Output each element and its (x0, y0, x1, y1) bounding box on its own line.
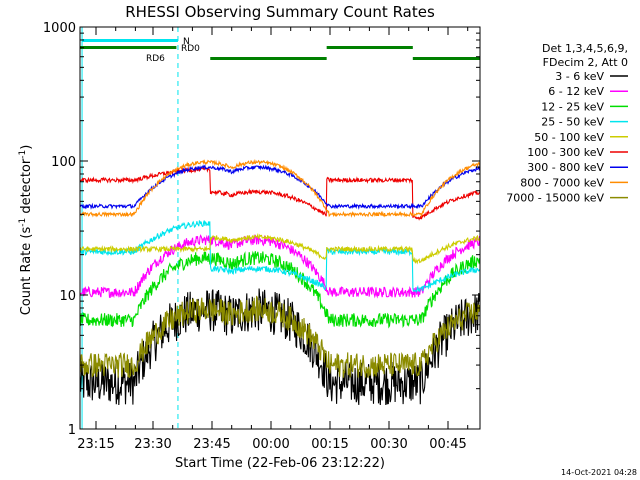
legend-label: 50 - 100 keV (534, 131, 604, 144)
legend-label: 25 - 50 keV (541, 116, 604, 129)
rd6-flag-label: RD6 (146, 54, 165, 64)
y-tick-label: 100 (51, 155, 76, 170)
series-line-100-300-kev (80, 166, 480, 221)
legend-header-line: FDecim 2, Att 0 (543, 56, 628, 69)
chart-title: RHESSI Observing Summary Count Rates (125, 3, 435, 21)
series-group (80, 158, 480, 406)
series-line-12-25-kev (80, 250, 480, 329)
plot-frame (79, 26, 481, 430)
x-tick-label: 00:30 (370, 437, 407, 452)
y-axis-label: Count Rate (s-1 detector-1) (18, 145, 34, 316)
y-tick-label: 1000 (43, 21, 76, 36)
series-line-800-7000-kev (80, 158, 480, 218)
x-tick-label: 23:30 (134, 437, 171, 452)
x-tick-label: 23:15 (77, 437, 114, 452)
legend-label: 3 - 6 keV (555, 70, 604, 83)
legend-label: 7000 - 15000 keV (506, 192, 604, 205)
saa-flag-label: N (183, 37, 190, 47)
series-line-7000-15000-kev (80, 295, 480, 378)
legend-label: 300 - 800 keV (527, 161, 604, 174)
x-tick-label: 00:45 (429, 437, 466, 452)
x-tick-label: 23:45 (193, 437, 230, 452)
legend-label: 800 - 7000 keV (520, 176, 604, 189)
legend: Det 1,3,4,5,6,9,FDecim 2, Att 03 - 6 keV… (506, 42, 628, 205)
legend-label: 100 - 300 keV (527, 146, 604, 159)
rd0-flag-label: RD0 (181, 44, 200, 54)
series-line-50-100-kev (80, 232, 480, 265)
y-tick-label: 1 (68, 423, 76, 438)
y-tick-label: 10 (59, 289, 76, 304)
x-axis-label: Start Time (22-Feb-06 23:12:22) (175, 456, 385, 471)
x-tick-label: 00:00 (252, 437, 289, 452)
footer-timestamp: 14-Oct-2021 04:28 (561, 468, 637, 477)
x-tick-label: 00:15 (311, 437, 348, 452)
plot-content (80, 27, 480, 429)
y-axis: 1 10 100 1000 (43, 21, 480, 438)
legend-header-line: Det 1,3,4,5,6,9, (542, 42, 628, 55)
legend-label: 6 - 12 keV (548, 85, 604, 98)
x-axis: 23:15 23:30 23:45 00:00 00:15 00:30 00:45 (77, 27, 469, 452)
series-line-25-50-kev (80, 219, 480, 294)
series-line-6-12-kev (80, 234, 480, 299)
legend-label: 12 - 25 keV (541, 100, 604, 113)
